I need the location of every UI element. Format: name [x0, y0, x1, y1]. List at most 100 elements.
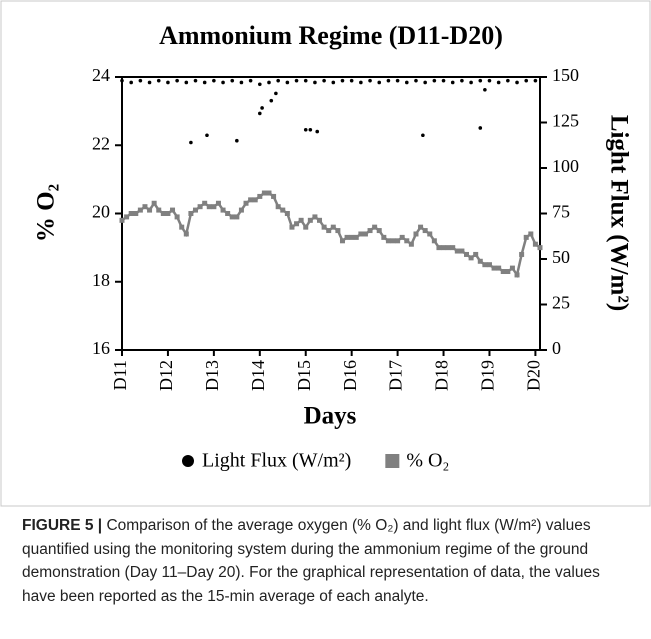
light-flux-point — [450, 80, 455, 85]
o2-point — [248, 197, 254, 203]
light-flux-point — [404, 80, 409, 85]
o2-point — [519, 251, 525, 257]
chart: Ammonium Regime (D11-D20) Days % O₂ Ligh… — [0, 0, 651, 507]
o2-point — [192, 207, 198, 213]
o2-point — [450, 245, 456, 251]
o2-point — [390, 238, 396, 244]
o2-point — [271, 193, 277, 199]
y-tick-label: 22 — [92, 133, 110, 153]
o2-point — [477, 258, 483, 264]
o2-point — [459, 248, 465, 254]
o2-point — [298, 217, 304, 223]
light-flux-point — [478, 126, 483, 130]
x-tick-label: D15 — [294, 360, 314, 391]
light-flux-point — [258, 82, 262, 87]
o2-point — [362, 231, 368, 237]
o2-point — [280, 207, 286, 213]
y-tick-label: 16 — [92, 338, 110, 358]
o2-point — [408, 241, 414, 247]
light-flux-point — [129, 80, 133, 85]
o2-point — [160, 211, 166, 216]
o2-point — [170, 207, 176, 213]
o2-point — [238, 207, 244, 213]
light-flux-point — [303, 127, 308, 132]
o2-point — [220, 207, 226, 213]
o2-point — [509, 265, 515, 271]
y-tick-label: 18 — [92, 270, 110, 290]
o2-point — [353, 234, 359, 240]
o2-point — [376, 228, 382, 234]
light-flux-point — [506, 78, 510, 83]
light-flux-point — [315, 129, 320, 134]
o2-point — [151, 200, 157, 206]
light-flux-point — [331, 80, 336, 85]
light-flux-point — [414, 78, 418, 83]
y2-tick-label: 50 — [552, 247, 570, 267]
o2-point — [491, 265, 497, 271]
light-flux-point — [483, 87, 487, 92]
o2-point — [367, 228, 373, 234]
o2-point — [418, 224, 424, 230]
y2-tick-label: 125 — [552, 111, 579, 131]
o2-point — [395, 238, 401, 244]
o2-point — [303, 224, 309, 230]
caption-text: Comparison of the average oxygen (% O₂) … — [22, 517, 600, 605]
x-tick-label: D12 — [156, 360, 176, 391]
o2-point — [252, 197, 258, 203]
light-flux-point — [322, 78, 326, 83]
y2-tick-label: 75 — [552, 202, 570, 222]
light-flux-point — [138, 78, 143, 83]
o2-point — [137, 207, 143, 213]
o2-point — [257, 193, 263, 199]
o2-point — [266, 190, 272, 196]
light-flux-point — [285, 80, 290, 85]
x-tick-label: D20 — [524, 360, 544, 391]
light-flux-point — [258, 111, 262, 116]
o2-point — [349, 234, 355, 240]
x-tick-label: D11 — [110, 360, 130, 390]
light-flux-point — [368, 78, 372, 83]
light-flux-point — [120, 78, 124, 83]
o2-point — [514, 272, 520, 278]
o2-point — [133, 211, 139, 216]
o2-point — [372, 224, 378, 230]
light-flux-point — [267, 80, 271, 85]
light-flux-point — [212, 78, 216, 83]
light-flux-point — [276, 78, 280, 83]
o2-point — [119, 217, 125, 223]
o2-point — [399, 234, 405, 240]
light-flux-point — [533, 78, 538, 83]
x-tick-label: D13 — [202, 360, 222, 391]
o2-point — [275, 204, 281, 210]
o2-point — [124, 214, 130, 220]
light-flux-point — [395, 78, 400, 83]
o2-point — [206, 204, 212, 210]
o2-point — [261, 190, 267, 196]
o2-point — [358, 231, 364, 237]
light-flux-point — [423, 80, 427, 85]
light-flux-point — [205, 133, 209, 138]
light-flux-point — [260, 106, 264, 110]
o2-point — [197, 204, 203, 210]
o2-point — [523, 234, 529, 240]
o2-point — [344, 234, 350, 240]
o2-point — [436, 245, 442, 251]
o2-point — [225, 211, 231, 216]
y2-axis-title: Light Flux (W/m²) — [605, 115, 632, 311]
o2-point — [468, 255, 474, 261]
o2-point — [496, 265, 502, 271]
legend-marker — [385, 454, 400, 468]
light-flux-point — [230, 78, 235, 83]
o2-point — [381, 234, 387, 240]
caption-label: FIGURE 5 | — [22, 517, 103, 534]
light-flux-point — [239, 80, 244, 85]
o2-point — [289, 224, 295, 230]
light-flux-point — [441, 78, 446, 83]
o2-point — [243, 200, 249, 206]
o2-point — [326, 228, 332, 234]
light-flux-point — [313, 80, 317, 85]
o2-point — [188, 211, 194, 216]
light-flux-point — [524, 78, 529, 83]
figure-border — [0, 0, 651, 507]
o2-point — [179, 224, 185, 230]
